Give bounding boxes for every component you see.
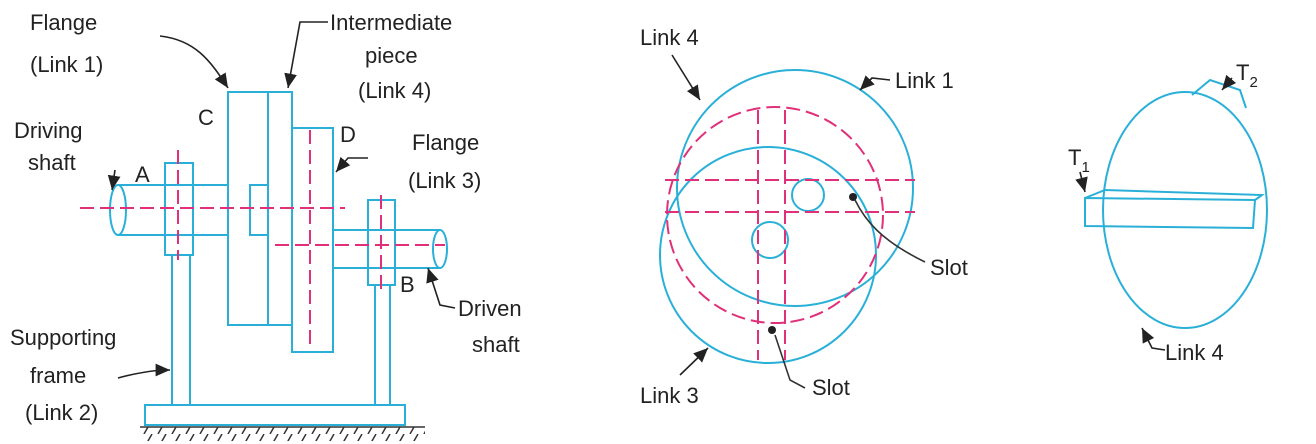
- arrow: [672, 55, 700, 100]
- label: (Link 4): [358, 78, 431, 103]
- label: Slot: [812, 375, 850, 400]
- dot: [768, 326, 776, 334]
- link1-disc: [677, 70, 913, 306]
- label: D: [340, 122, 356, 147]
- label: C: [198, 105, 214, 130]
- label: shaft: [28, 150, 76, 175]
- arrow: [336, 158, 368, 172]
- label: (Link 2): [25, 400, 98, 425]
- base: [145, 405, 405, 425]
- oldham-coupling-diagram: Flange (Link 1) Intermediate piece (Link…: [0, 0, 1316, 444]
- slot: [1085, 190, 1262, 228]
- arrow: [680, 348, 708, 375]
- label: Driven: [458, 296, 522, 321]
- front-view: [660, 55, 925, 388]
- ground-hatch: [140, 427, 425, 441]
- arrow: [160, 36, 228, 88]
- driving-shaft: [118, 185, 228, 235]
- arrow: [1142, 328, 1165, 350]
- driven-shaft-end: [433, 230, 447, 268]
- label: shaft: [472, 332, 520, 357]
- label: piece: [365, 43, 418, 68]
- label: Link 3: [640, 383, 699, 408]
- label-text: T: [1236, 60, 1249, 85]
- flange-link3: [292, 128, 333, 352]
- support-right: [375, 285, 390, 405]
- label: Slot: [930, 255, 968, 280]
- driving-shaft-end: [110, 185, 126, 235]
- label: Supporting: [10, 325, 116, 350]
- disc: [1103, 92, 1267, 328]
- label: B: [400, 272, 415, 297]
- label: (Link 3): [408, 168, 481, 193]
- arrow: [288, 22, 328, 88]
- label: Link 4: [640, 25, 699, 50]
- label-text: T: [1068, 145, 1081, 170]
- label: T2: [1236, 60, 1258, 91]
- driven-shaft: [333, 230, 440, 268]
- support-left: [172, 255, 190, 405]
- label: Link 1: [895, 68, 954, 93]
- label: frame: [30, 363, 86, 388]
- label: T1: [1068, 145, 1090, 176]
- intermediate-piece-view: [1080, 78, 1267, 350]
- label: Link 4: [1165, 340, 1224, 365]
- label: Flange: [412, 130, 479, 155]
- link4-outline: [667, 107, 883, 323]
- label: Driving: [14, 118, 82, 143]
- shaft-hole: [792, 179, 824, 211]
- label-subscript: 2: [1249, 74, 1257, 91]
- label-subscript: 1: [1081, 159, 1089, 176]
- label: Intermediate: [330, 10, 452, 35]
- arrow: [860, 78, 890, 90]
- arrow: [428, 268, 455, 308]
- label: A: [135, 162, 150, 187]
- arrow: [118, 370, 170, 378]
- dot: [849, 193, 857, 201]
- label: (Link 1): [30, 52, 103, 77]
- label: Flange: [30, 10, 97, 35]
